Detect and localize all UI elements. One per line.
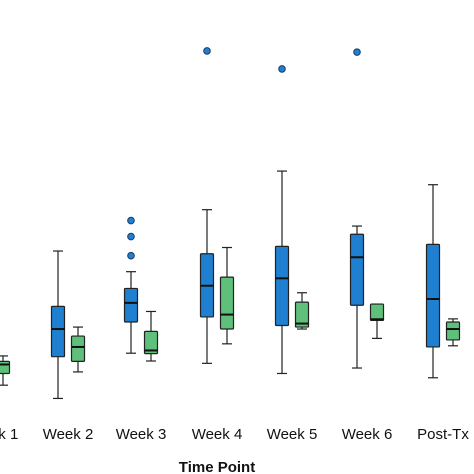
- x-tick-label: Week 5: [267, 426, 318, 443]
- box-body: [445, 321, 461, 341]
- box-blue-week-4: [199, 47, 215, 364]
- box-body: [70, 335, 86, 362]
- x-tick-label: Week 2: [43, 426, 94, 443]
- x-tick-label: Week 3: [116, 426, 167, 443]
- box-blue-post-tx: [425, 184, 441, 379]
- outlier-point: [127, 251, 135, 260]
- box-body: [50, 305, 66, 358]
- box-body: [369, 303, 385, 322]
- outlier-point: [127, 232, 135, 241]
- box-green-week-1: [0, 355, 11, 386]
- x-tick-label: Week 6: [342, 426, 393, 443]
- boxes-layer: [0, 47, 461, 400]
- box-blue-week-5: [274, 65, 290, 375]
- box-body: [349, 233, 365, 306]
- x-tick-label: Week 1: [0, 426, 18, 443]
- box-body: [143, 330, 159, 355]
- box-green-week-2: [70, 326, 86, 373]
- outlier-point: [127, 216, 135, 225]
- box-blue-week-6: [349, 48, 365, 369]
- box-blue-week-2: [50, 250, 66, 400]
- box-green-post-tx: [445, 318, 461, 347]
- box-body: [294, 301, 310, 328]
- x-axis-title: Time Point: [179, 459, 255, 474]
- box-green-week-5: [294, 292, 310, 330]
- box-body: [123, 287, 139, 323]
- box-green-week-6: [369, 303, 385, 339]
- box-body: [219, 276, 235, 330]
- box-body: [425, 243, 441, 348]
- box-green-week-4: [219, 246, 235, 345]
- x-tick-labels: Week 1 Week 2 Week 3 Week 4 Week 5 Week 6 Post…: [0, 426, 469, 443]
- box-body: [0, 360, 11, 375]
- outlier-point: [278, 65, 286, 73]
- box-body: [274, 245, 290, 327]
- x-tick-label: Post-Tx: [417, 426, 469, 443]
- outlier-point: [203, 47, 211, 55]
- box-blue-week-3: [123, 216, 139, 354]
- box-green-week-3: [143, 310, 159, 362]
- outlier-point: [353, 48, 361, 56]
- x-tick-label: Week 4: [192, 426, 243, 443]
